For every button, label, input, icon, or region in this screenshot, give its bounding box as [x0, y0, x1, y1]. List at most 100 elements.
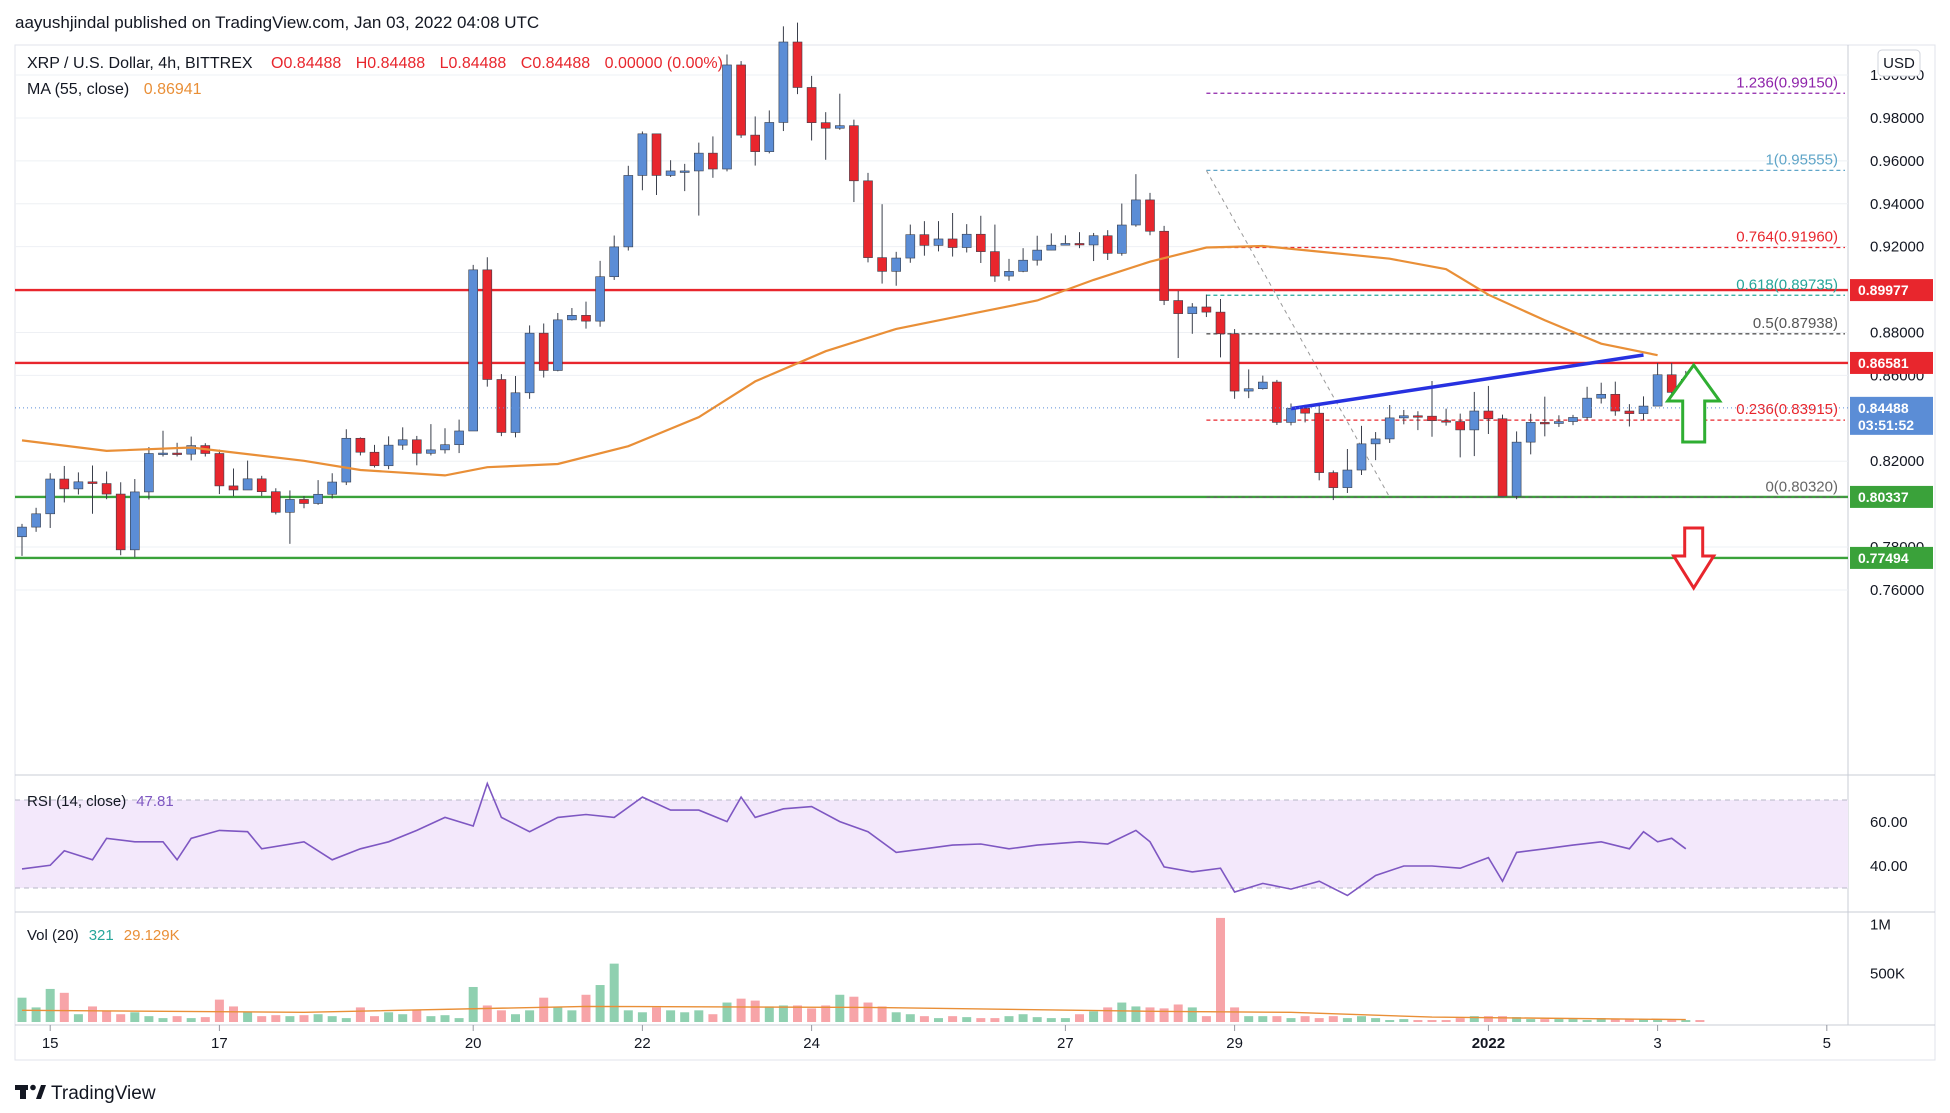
candle-body — [708, 152, 718, 170]
volume-bar — [398, 1014, 408, 1022]
candle-body — [369, 451, 380, 467]
price-tag-box — [1850, 546, 1933, 569]
chart-frame — [14, 44, 1936, 1061]
volume-bar — [1103, 1007, 1113, 1022]
candle-body — [1004, 271, 1014, 277]
candle-body — [59, 478, 70, 490]
volume-bar — [440, 1015, 450, 1022]
candle-body — [31, 513, 41, 528]
rsi-tick-label: 40.00 — [1870, 858, 1908, 875]
candle-body — [214, 453, 225, 487]
ma-value: 0.86941 — [144, 81, 202, 98]
volume-bar — [1018, 1014, 1028, 1022]
ohlc-close: C0.84488 — [521, 55, 590, 72]
price-tag-box — [1850, 279, 1933, 302]
volume-bar — [623, 1010, 633, 1022]
candle-body — [1427, 415, 1437, 421]
volume-bar — [158, 1018, 168, 1022]
candle-body — [905, 234, 916, 259]
price-tick-label: 0.98000 — [1870, 110, 1924, 127]
time-tick-label: 22 — [634, 1035, 651, 1052]
candle-body — [792, 41, 803, 88]
volume-bar — [525, 1010, 535, 1022]
candle-body — [1187, 306, 1198, 314]
candle-body — [1300, 407, 1310, 414]
candle-body — [87, 481, 98, 484]
volume-bar — [313, 1014, 323, 1022]
volume-bar — [186, 1018, 196, 1022]
candle-body — [1201, 306, 1212, 313]
currency-button[interactable] — [1877, 49, 1921, 77]
candle-body — [397, 439, 408, 446]
volume-bar — [553, 1007, 563, 1022]
volume-bar — [1272, 1016, 1282, 1022]
candle-body — [144, 453, 154, 493]
volume-bar — [482, 1005, 492, 1022]
publisher-line: aayushjindal published on TradingView.co… — [15, 13, 539, 32]
volume-bar — [1089, 1011, 1099, 1022]
volume-bar — [1075, 1014, 1084, 1022]
candle-body — [736, 64, 746, 136]
volume-bar — [1145, 1007, 1155, 1022]
volume-bar — [1328, 1016, 1338, 1022]
volume-bar — [1300, 1016, 1310, 1022]
candle-body — [1243, 388, 1254, 392]
candle-body — [17, 526, 27, 538]
candle-body — [1145, 199, 1155, 232]
candle-body — [158, 452, 168, 455]
candle-body — [623, 175, 634, 248]
candle-body — [101, 483, 112, 495]
volume-bar — [45, 988, 55, 1022]
volume-bar — [31, 1007, 41, 1022]
volume-bar — [736, 998, 746, 1022]
volume-bar — [1357, 1016, 1366, 1022]
price-tag-box — [1850, 396, 1933, 435]
fib-level-label: 0.764(0.91960) — [1736, 229, 1838, 246]
volume-bar — [637, 1012, 647, 1022]
rsi-pane: 60.00 40.00 RSI (14, close) 47.81 — [15, 781, 1908, 897]
rsi-legend-label: RSI (14, close) — [27, 793, 126, 810]
ohlc-open: O0.84488 — [271, 55, 341, 72]
volume-bar — [496, 1010, 506, 1022]
fibonacci-retracement: 1.236(0.99150) 1(0.95555) 0.764(0.91960) 0.… — [1205, 74, 1845, 498]
volume-bar — [327, 1016, 337, 1022]
volume-bar — [1187, 1007, 1197, 1022]
volume-bar — [214, 999, 224, 1022]
volume-bar — [891, 1012, 901, 1022]
candle-body — [1356, 443, 1367, 471]
candle-body — [1286, 407, 1296, 423]
volume-bar — [200, 1017, 210, 1022]
candle-body — [891, 257, 902, 272]
tradingview-logo-icon — [15, 1084, 46, 1099]
candle-body — [679, 170, 690, 173]
volume-bar — [807, 1008, 817, 1022]
legend-line-ma: MA (55, close) 0.86941 — [27, 81, 202, 98]
candle-body — [242, 478, 253, 491]
ohlc-change: 0.00000 (0.00%) — [605, 55, 723, 72]
candle-body — [482, 269, 493, 380]
candle-body — [1102, 235, 1113, 254]
candle-body — [581, 315, 591, 322]
time-tick-label: 20 — [465, 1035, 482, 1052]
candle-body — [552, 319, 563, 371]
volume-bar — [1060, 1018, 1070, 1022]
symbol-title: XRP / U.S. Dollar, 4h, BITTREX — [27, 55, 253, 72]
candle-body — [341, 437, 352, 483]
candle-body — [1117, 224, 1127, 254]
trendline[interactable] — [1290, 353, 1644, 411]
volume-bar — [384, 1012, 394, 1022]
candle-body — [1511, 441, 1522, 497]
price-tick-label: 0.76000 — [1870, 582, 1924, 599]
candle-body — [327, 481, 338, 495]
volume-bar — [1455, 1018, 1465, 1022]
fib-level-label: 0(0.80320) — [1765, 478, 1838, 495]
legend-line-1: XRP / U.S. Dollar, 4h, BITTREX O0.84488 … — [27, 55, 723, 72]
candle-body — [468, 269, 479, 432]
candle-body — [1483, 410, 1494, 420]
fib-level-label: 0.5(0.87938) — [1753, 315, 1838, 332]
volume-bar — [59, 992, 69, 1022]
candle-body — [538, 332, 549, 371]
volume-bar — [1258, 1016, 1268, 1022]
volume-bar — [976, 1018, 986, 1022]
